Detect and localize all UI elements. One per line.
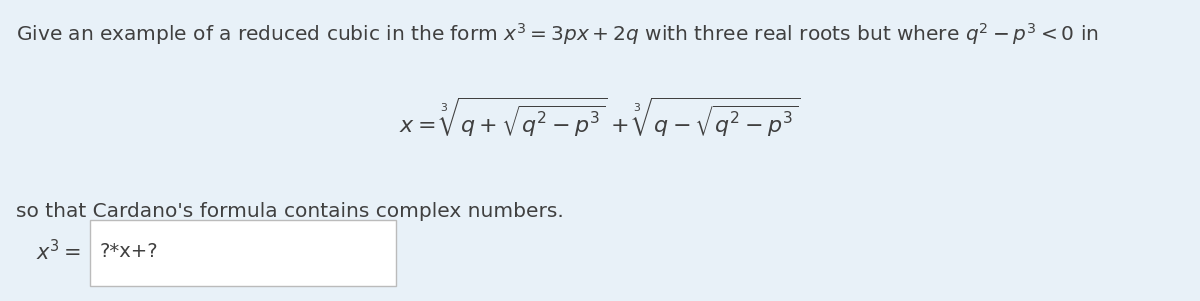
Text: $x^3 =$: $x^3 =$ xyxy=(36,239,82,264)
FancyBboxPatch shape xyxy=(90,220,396,286)
Text: so that Cardano's formula contains complex numbers.: so that Cardano's formula contains compl… xyxy=(16,202,563,221)
Text: Give an example of a reduced cubic in the form $x^3 = 3px + 2q$ with three real : Give an example of a reduced cubic in th… xyxy=(16,21,1098,47)
Text: ?*x+?: ?*x+? xyxy=(100,242,158,261)
Text: $x = \sqrt[3]{q + \sqrt{q^2 - p^3}} + \sqrt[3]{q - \sqrt{q^2 - p^3}}$: $x = \sqrt[3]{q + \sqrt{q^2 - p^3}} + \s… xyxy=(400,96,800,141)
